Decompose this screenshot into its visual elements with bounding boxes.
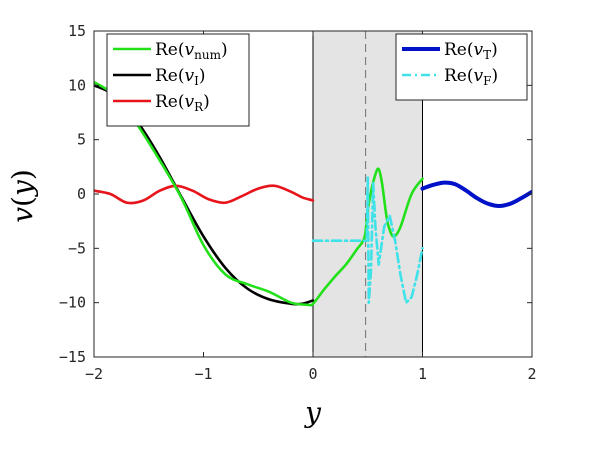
y-tick-label: −15	[59, 348, 86, 366]
y-tick-label: 0	[77, 185, 86, 203]
legend-label-F: Re(vF)	[444, 66, 498, 88]
series-line-T	[420, 180, 532, 208]
y-tick-label: −5	[68, 239, 86, 257]
x-tick-label: 1	[418, 365, 427, 383]
x-tick-label: 2	[527, 365, 536, 383]
y-tick-label: 10	[68, 76, 86, 94]
x-tick-label: 0	[308, 365, 317, 383]
legend-label-T: Re(vT)	[444, 40, 498, 62]
x-tick-label: −1	[194, 365, 212, 383]
legends: Re(vnum) Re(vI) Re(vR) Re(vT) Re(vF)	[106, 33, 528, 127]
y-tick-label: 15	[68, 22, 86, 40]
legend-box	[395, 33, 528, 101]
y-tick-label: 5	[77, 131, 86, 149]
y-tick-label: −10	[59, 294, 86, 312]
legend-top-right: Re(vT) Re(vF)	[395, 33, 528, 101]
legend-label-I: Re(vI)	[155, 66, 206, 88]
series-line-F	[311, 176, 424, 304]
x-axis-label: y	[303, 396, 322, 429]
series-line-num	[94, 80, 424, 307]
legend-label-R: Re(vR)	[155, 92, 210, 114]
series-line-R	[94, 184, 315, 205]
y-axis-label: v(y)	[6, 169, 39, 223]
legend-top-left: Re(vnum) Re(vI) Re(vR)	[106, 33, 250, 127]
legend-label-num: Re(vnum)	[155, 40, 228, 62]
x-tick-label: −2	[85, 365, 103, 383]
